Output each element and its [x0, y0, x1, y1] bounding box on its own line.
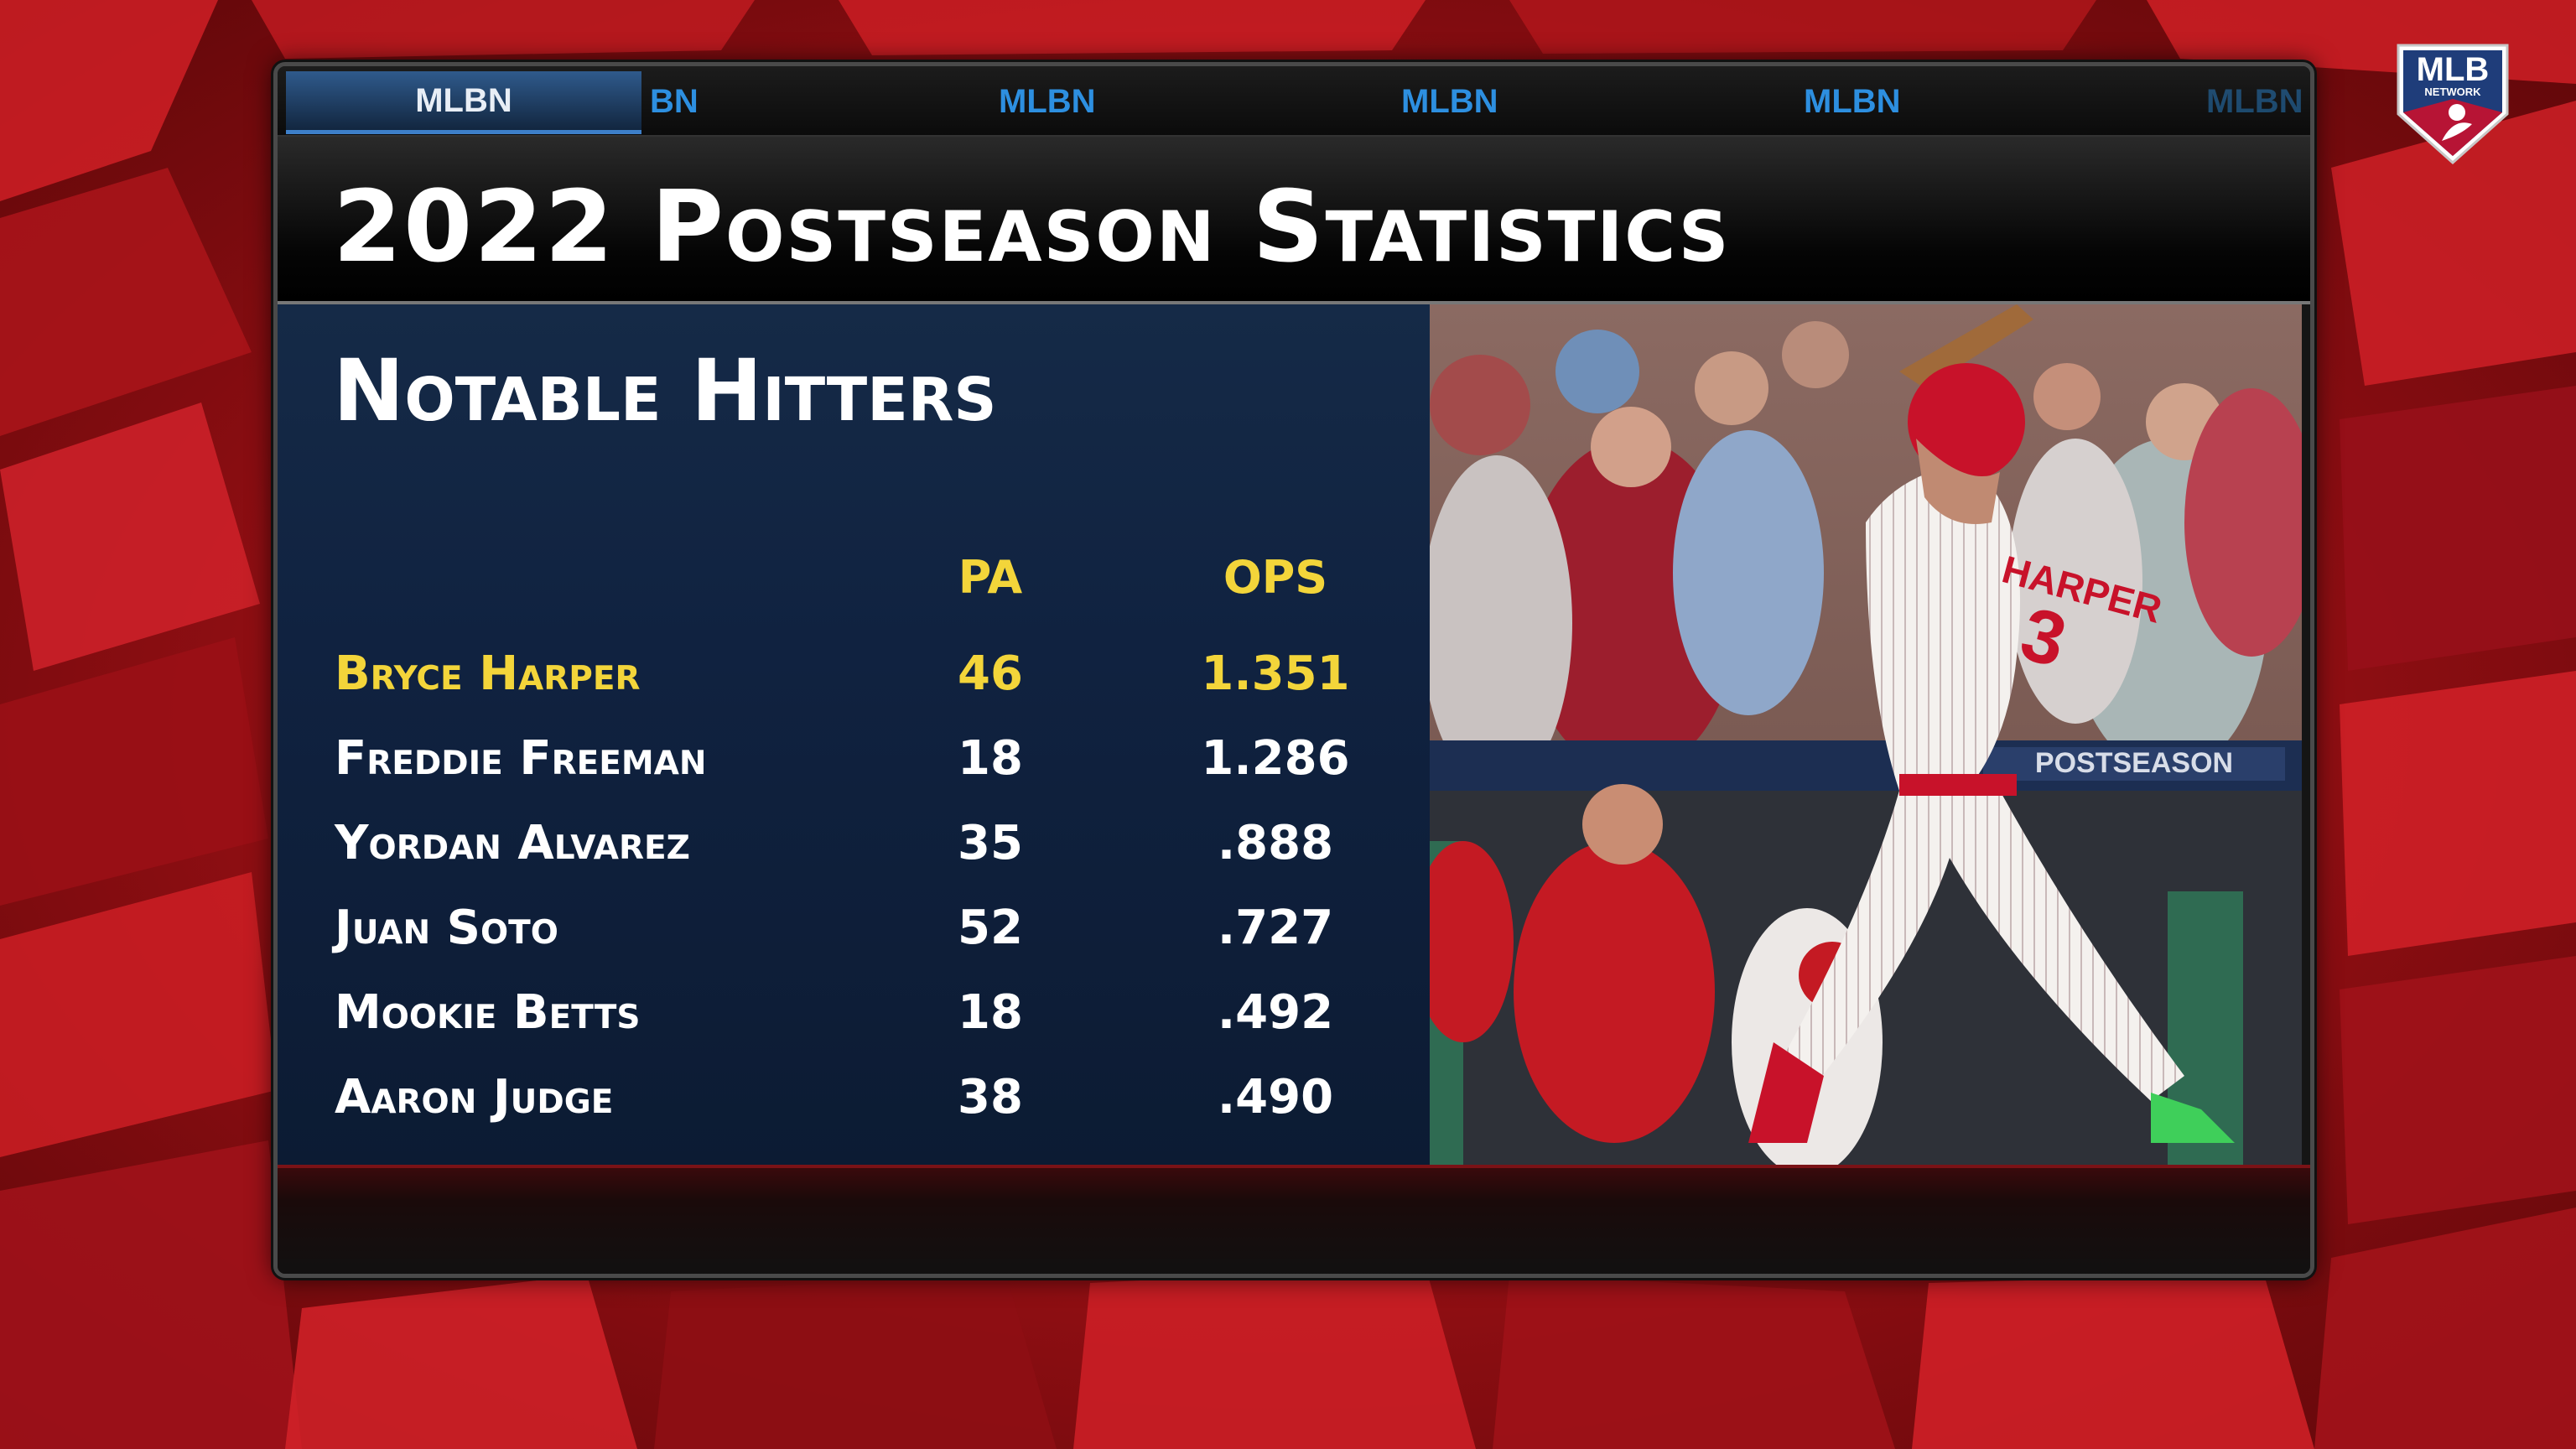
player-ops: .492: [1217, 985, 1334, 1040]
ticker-item: MLBN: [1401, 83, 1498, 120]
title-header: 2022 Postseason Statistics: [278, 137, 2310, 304]
player-pa: 18: [958, 731, 1023, 786]
table-row: Bryce Harper 46 1.351: [278, 631, 1430, 715]
postseason-banner-text: POSTSEASON: [2035, 747, 2233, 779]
player-pa: 35: [958, 816, 1023, 870]
mlb-network-logo: MLB NETWORK: [2397, 44, 2509, 165]
logo-text: MLB: [2417, 51, 2490, 88]
ticker-item: MLBN: [1804, 83, 1901, 120]
player-ops: .727: [1217, 901, 1334, 955]
player-ops: 1.286: [1201, 731, 1350, 786]
player-pa: 38: [958, 1070, 1023, 1124]
player-name: Juan Soto: [335, 901, 558, 955]
player-photo: POSTSEASON HARPER 3: [1430, 304, 2302, 1165]
player-ops: .888: [1217, 816, 1334, 870]
stats-area: Notable Hitters PA OPS Bryce Harper 46 1…: [278, 304, 1430, 1165]
column-header-ops: OPS: [1223, 551, 1328, 604]
page-title: 2022 Postseason Statistics: [333, 169, 1731, 284]
player-ops: .490: [1217, 1070, 1334, 1124]
player-pa: 52: [958, 901, 1023, 955]
player-name: Mookie Betts: [335, 985, 641, 1040]
stats-panel: MLBN BN MLBN MLBN MLBN MLBN 2022 Postsea…: [273, 62, 2314, 1278]
ticker-item: MLBN: [999, 83, 1096, 120]
table-row: Freddie Freeman 18 1.286: [278, 716, 1430, 800]
logo-subtext: NETWORK: [2424, 86, 2481, 98]
table-row: Mookie Betts 18 .492: [278, 970, 1430, 1054]
player-name: Aaron Judge: [335, 1070, 614, 1124]
ticker-item: BN: [650, 83, 699, 120]
ticker-item: MLBN: [2206, 83, 2303, 120]
player-name: Bryce Harper: [335, 647, 641, 701]
player-pa: 18: [958, 985, 1023, 1040]
player-ops: 1.351: [1201, 647, 1350, 701]
section-subtitle: Notable Hitters: [333, 341, 997, 441]
ticker-active-label: MLBN: [286, 71, 641, 134]
player-name: Freddie Freeman: [335, 731, 707, 786]
player-pa: 46: [958, 647, 1023, 701]
player-photo-illustration: POSTSEASON HARPER 3: [1430, 304, 2302, 1165]
ticker-bar: MLBN BN MLBN MLBN MLBN MLBN: [278, 66, 2310, 137]
table-row: Juan Soto 52 .727: [278, 886, 1430, 969]
player-name: Yordan Alvarez: [335, 816, 690, 870]
table-row: Aaron Judge 38 .490: [278, 1055, 1430, 1139]
column-header-pa: PA: [958, 551, 1023, 604]
bottom-bar: [278, 1165, 2310, 1274]
table-row: Yordan Alvarez 35 .888: [278, 801, 1430, 885]
